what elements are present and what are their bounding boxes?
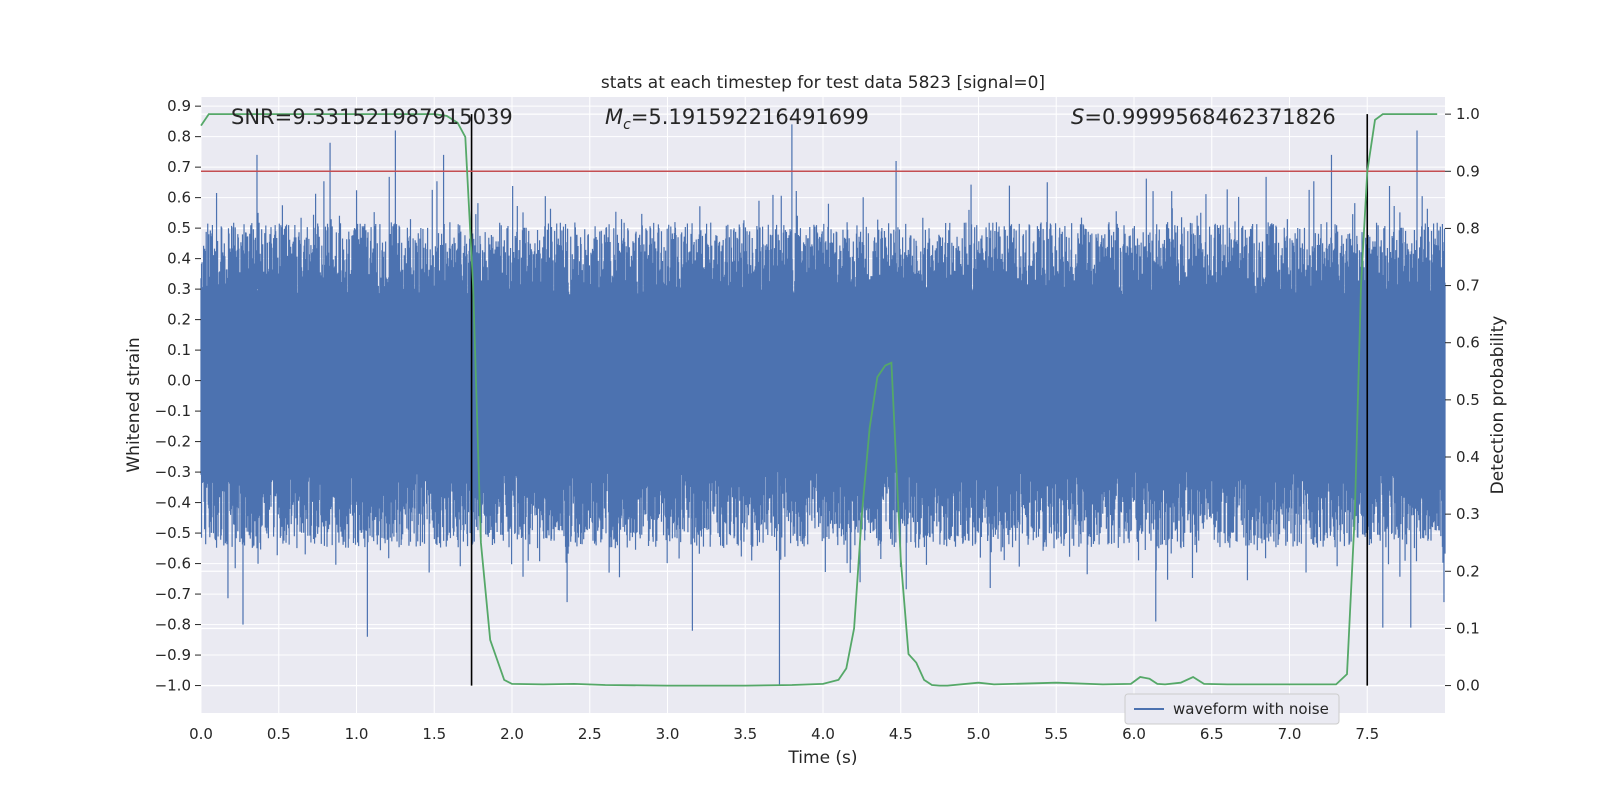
y-tick-label: 0.1	[167, 341, 191, 359]
x-tick-label: 3.5	[733, 725, 757, 743]
legend: waveform with noise	[1124, 693, 1340, 725]
waveform-core	[201, 295, 1445, 473]
x-tick-label: 3.0	[656, 725, 680, 743]
x-tick-label: 7.5	[1355, 725, 1379, 743]
y2-tick-label: 0.6	[1456, 334, 1480, 352]
waveform-trace	[200, 124, 1446, 686]
y-axis-ticks: 0.9 0.8 0.7 0.6 0.5 0.4 0.3 0.2 0.1 0.0 −0.1 −0.2 −0…	[155, 97, 201, 695]
y-tick-label: 0.5	[167, 219, 191, 237]
y-tick-label: −0.7	[155, 585, 191, 603]
probability-line	[200, 113, 1438, 687]
y-axis-label: Whitened strain	[124, 337, 144, 472]
probability-trace	[200, 113, 1438, 687]
x-tick-label: 5.0	[967, 725, 991, 743]
chirp-mass-subscript: c	[623, 117, 631, 133]
y2-tick-label: 0.4	[1456, 448, 1480, 466]
y2-tick-label: 0.5	[1456, 391, 1480, 409]
y-tick-label: 0.3	[167, 280, 191, 298]
chirp-mass-value: =5.191592216491699	[631, 105, 869, 129]
x-tick-label: 5.5	[1044, 725, 1068, 743]
y-tick-label: −0.5	[155, 524, 191, 542]
x-tick-label: 4.5	[889, 725, 913, 743]
y-tick-label: −1.0	[155, 677, 191, 695]
x-tick-label: 7.0	[1278, 725, 1302, 743]
x-tick-label: 0.0	[189, 725, 213, 743]
y2-tick-label: 1.0	[1456, 105, 1480, 123]
y-tick-label: 0.0	[167, 372, 191, 390]
y2-axis-label: Detection probability	[1488, 316, 1508, 495]
y-tick-label: −0.8	[155, 616, 191, 634]
y2-tick-label: 0.7	[1456, 277, 1480, 295]
x-tick-label: 2.5	[578, 725, 602, 743]
y-tick-label: −0.9	[155, 646, 191, 664]
y-tick-label: 0.2	[167, 311, 191, 329]
score-annotation: S=0.9999568462371826	[1071, 105, 1336, 129]
y-tick-label: −0.1	[155, 402, 191, 420]
y-tick-label: 0.6	[167, 189, 191, 207]
score-symbol: S	[1071, 105, 1084, 129]
chart-title: stats at each timestep for test data 582…	[601, 73, 1045, 93]
x-tick-label: 1.0	[345, 725, 369, 743]
y2-tick-label: 0.3	[1456, 505, 1480, 523]
x-tick-label: 6.0	[1122, 725, 1146, 743]
x-tick-label: 0.5	[267, 725, 291, 743]
y2-tick-label: 0.9	[1456, 162, 1480, 180]
y2-axis-ticks: 1.0 0.9 0.8 0.7 0.6 0.5 0.4 0.3 0.2 0.1 0.0	[1445, 105, 1480, 695]
y-tick-label: 0.7	[167, 158, 191, 176]
y2-tick-label: 0.0	[1456, 677, 1480, 695]
y-tick-label: 0.8	[167, 128, 191, 146]
y2-tick-label: 0.2	[1456, 562, 1480, 580]
y-tick-label: −0.4	[155, 494, 191, 512]
snr-annotation: SNR=9.331521987915039	[231, 105, 513, 129]
y-tick-label: −0.3	[155, 463, 191, 481]
x-axis-ticks: 0.0 0.5 1.0 1.5 2.0 2.5 3.0 3.5 4.0 4.5 5.0 5.5 6.0 6…	[189, 725, 1379, 743]
legend-box	[1124, 693, 1340, 725]
y2-tick-label: 0.1	[1456, 619, 1480, 637]
y-tick-label: 0.4	[167, 250, 191, 268]
y-tick-label: −0.6	[155, 555, 191, 573]
score-value: =0.9999568462371826	[1084, 105, 1335, 129]
x-tick-label: 1.5	[422, 725, 446, 743]
y2-tick-label: 0.8	[1456, 219, 1480, 237]
y-tick-label: −0.2	[155, 433, 191, 451]
x-tick-label: 2.0	[500, 725, 524, 743]
vertical-markers	[470, 114, 1369, 686]
y-tick-label: 0.9	[167, 97, 191, 115]
x-tick-label: 6.5	[1200, 725, 1224, 743]
legend-label-waveform: waveform with noise	[1173, 700, 1329, 718]
x-tick-label: 4.0	[811, 725, 835, 743]
chirp-mass-annotation: Mc=5.191592216491699	[605, 105, 869, 133]
chirp-mass-symbol: M	[605, 105, 623, 129]
x-axis-label: Time (s)	[787, 748, 857, 768]
